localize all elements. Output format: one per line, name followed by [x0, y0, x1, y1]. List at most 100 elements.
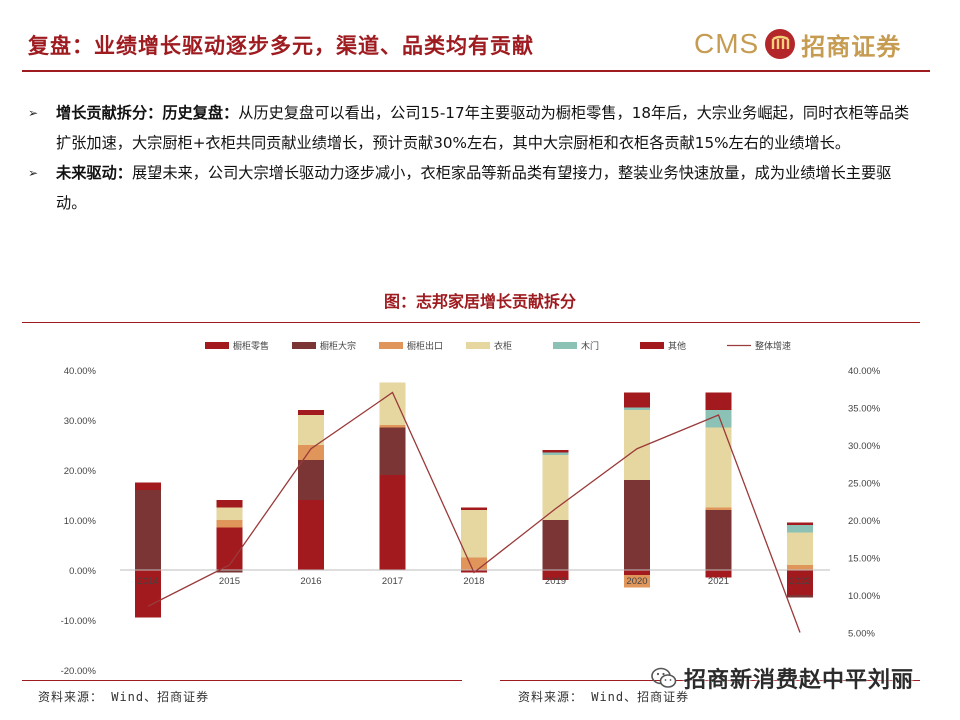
bar-segment — [216, 500, 243, 508]
legend-swatch — [379, 342, 403, 349]
x-axis-tick: 2022 — [789, 576, 810, 587]
left-axis-tick: 10.00% — [64, 516, 97, 527]
right-axis-tick: 40.00% — [848, 366, 881, 377]
legend-swatch — [292, 342, 316, 349]
legend-label: 橱柜零售 — [233, 340, 269, 352]
bullet-text: 展望未来，公司大宗增长驱动力逐步减小，衣柜家品等新品类有望接力，整装业务快速放量… — [56, 164, 892, 212]
bar-segment — [135, 482, 161, 490]
x-axis-tick: 2020 — [626, 576, 647, 587]
page-title: 复盘：业绩增长驱动逐步多元，渠道、品类均有贡献 — [28, 33, 534, 58]
wechat-icon — [651, 667, 677, 688]
bar-segment — [624, 575, 650, 588]
bar-segment — [216, 570, 243, 573]
bar-segment — [624, 570, 650, 575]
bar-segment — [298, 410, 324, 415]
bar-segment — [542, 452, 569, 455]
left-axis-tick: 40.00% — [64, 366, 97, 377]
bar-segment — [705, 392, 732, 410]
legend-label: 整体增速 — [755, 340, 791, 352]
left-axis-tick: 0.00% — [69, 566, 96, 577]
bar-segment — [624, 480, 650, 570]
source-note: 资料来源： Wind、招商证券 — [38, 690, 210, 704]
bar-segment — [216, 520, 243, 528]
bullet-text: 从历史复盘可以看出，公司15-17年主要驱动为橱柜零售，18年后，大宗业务崛起，… — [56, 104, 910, 152]
x-axis-tick: 2017 — [382, 576, 403, 587]
header-rule — [22, 70, 930, 72]
bar-segment — [379, 427, 406, 475]
x-axis-tick: 2018 — [463, 576, 484, 587]
bullet-item: ➢ 未来驱动：展望未来，公司大宗增长驱动力逐步减小，衣柜家品等新品类有望接力，整… — [28, 158, 918, 218]
source-rule-left — [22, 680, 462, 681]
x-axis-tick: 2021 — [708, 576, 729, 587]
x-axis-tick: 2019 — [545, 576, 566, 587]
bar-segment — [135, 490, 161, 570]
source-note: 资料来源： Wind、招商证券 — [518, 690, 690, 704]
chart-title: 图：志邦家居增长贡献拆分 — [383, 292, 576, 311]
bar-segment — [379, 475, 406, 570]
bar-segment — [705, 410, 732, 428]
bar-segment — [542, 570, 569, 580]
legend-label: 橱柜出口 — [407, 340, 443, 352]
right-axis-tick: 5.00% — [848, 629, 875, 640]
bar-segment — [461, 510, 487, 558]
bar-segment — [705, 510, 732, 570]
bar-segment — [379, 425, 406, 428]
bar-segment — [542, 455, 569, 520]
bar-segment — [298, 460, 324, 500]
left-axis-tick: 30.00% — [64, 416, 97, 427]
legend-swatch — [205, 342, 229, 349]
legend-swatch — [553, 342, 577, 349]
logo-cn: 招商证券 — [801, 32, 902, 61]
brand-logo: CMS 招商证券 — [694, 24, 901, 64]
x-axis-tick: 2015 — [219, 576, 240, 587]
left-axis-tick: -10.00% — [61, 616, 97, 627]
bar-segment — [298, 415, 324, 445]
bar-segment — [298, 500, 324, 570]
bar-segment — [624, 392, 650, 408]
right-axis-tick: 25.00% — [848, 479, 881, 490]
legend-label: 木门 — [581, 340, 599, 352]
growth-line — [147, 391, 801, 633]
bullet-label: 未来驱动： — [56, 164, 132, 182]
legend-swatch — [466, 342, 490, 349]
bullet-list: ➢ 增长贡献拆分：历史复盘：从历史复盘可以看出，公司15-17年主要驱动为橱柜零… — [28, 98, 918, 218]
bar-segment — [624, 407, 650, 410]
bar-segment — [787, 570, 813, 595]
chart-rule — [22, 322, 920, 323]
right-axis-tick: 15.00% — [848, 554, 881, 565]
watermark-text: 招商新消费赵中平刘丽 — [684, 668, 915, 693]
logo-latin: CMS — [694, 28, 760, 59]
bar-segment — [461, 557, 487, 570]
bar-segment — [705, 570, 732, 578]
left-axis-tick: 20.00% — [64, 466, 97, 477]
bar-segment — [379, 382, 406, 425]
right-axis-tick: 10.00% — [848, 591, 881, 602]
right-axis-tick: 35.00% — [848, 404, 881, 415]
x-axis-tick: 2016 — [300, 576, 321, 587]
source-rule-right — [500, 680, 920, 681]
bullet-label: 增长贡献拆分：历史复盘： — [56, 104, 239, 122]
watermark: 招商新消费赵中平刘丽 — [650, 662, 914, 694]
right-axis-tick: 20.00% — [848, 516, 881, 527]
bar-segment — [787, 522, 813, 525]
bar-segment — [705, 427, 732, 508]
logo-mark-icon — [765, 29, 796, 59]
left-axis-tick: -20.00% — [61, 666, 97, 677]
bullet-arrow-icon: ➢ — [28, 106, 39, 120]
right-axis-tick: 30.00% — [848, 441, 881, 452]
bar-segment — [787, 565, 813, 570]
bar-segment — [298, 445, 324, 460]
bar-segment — [542, 450, 569, 453]
legend-label: 衣柜 — [494, 340, 512, 352]
bar-segment — [216, 507, 243, 520]
x-axis-tick: 2014 — [137, 576, 158, 587]
legend-label: 橱柜大宗 — [320, 340, 356, 352]
legend-swatch — [640, 342, 664, 349]
legend-label: 其他 — [668, 340, 686, 352]
bar-segment — [787, 525, 813, 533]
bar-segment — [461, 507, 487, 510]
bar-segment — [787, 595, 813, 598]
growth-contribution-chart: 橱柜零售 橱柜大宗 橱柜出口 衣柜 木门 其他 整体增速 40.00% 30.00% 20.00%… — [61, 340, 881, 677]
bullet-arrow-icon: ➢ — [28, 166, 39, 180]
bar-segment — [542, 520, 569, 570]
